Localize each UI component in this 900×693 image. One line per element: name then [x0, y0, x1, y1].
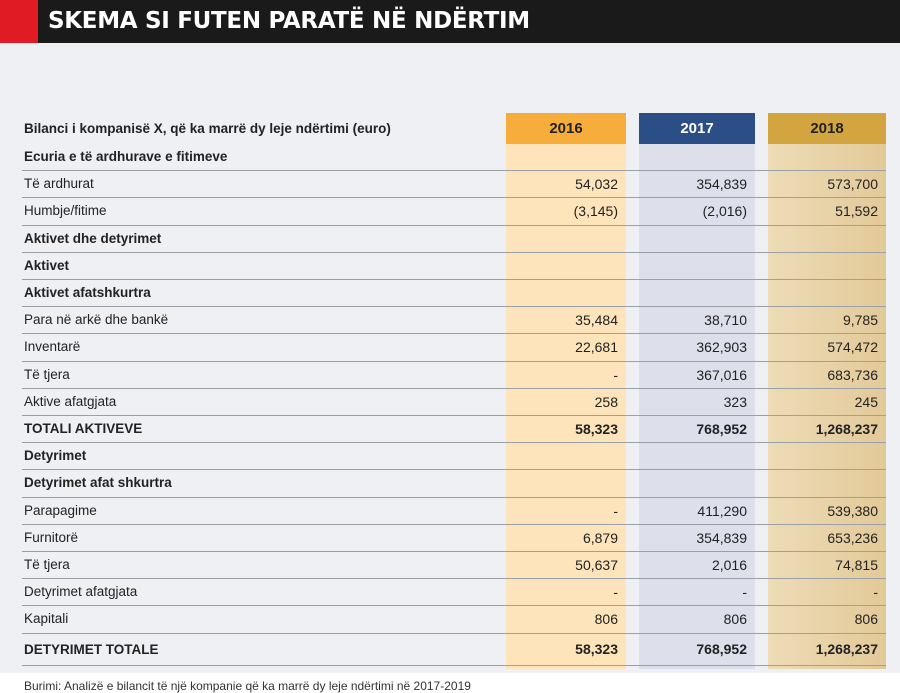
cell-2017: -	[742, 584, 747, 601]
cell-2018: 245	[854, 393, 878, 410]
column-band-2016	[506, 113, 626, 669]
table-row: Parapagime - 411,290 539,380	[22, 498, 886, 525]
table-row: Ecuria e të ardhurave e fitimeve	[22, 144, 886, 172]
row-label: DETYRIMET TOTALE	[24, 641, 159, 657]
table-row: TOTALI AKTIVEVE 58,323 768,952 1,268,237	[22, 416, 886, 444]
cell-2017: 2,016	[711, 557, 747, 573]
row-label: Aktive afatgjata	[24, 393, 117, 409]
cell-2016: 6,879	[582, 529, 618, 546]
table-row: Kapitali 806 806 806	[22, 606, 886, 634]
table-caption: Bilanci i kompanisë X, që ka marrë dy le…	[24, 121, 391, 136]
row-label: Ecuria e të ardhurave e fitimeve	[24, 149, 228, 164]
cell-2017: 806	[723, 611, 747, 628]
cell-2016: 806	[594, 611, 618, 628]
table-row: Humbje/fitime (3,145) (2,016) 51,592	[22, 198, 886, 226]
cell-2016: 58,323	[575, 421, 618, 437]
table-panel: Bilanci i kompanisë X, që ka marrë dy le…	[0, 43, 900, 693]
cell-2018: 1,268,237	[815, 640, 878, 657]
cell-2016: 58,323	[575, 640, 618, 657]
cell-2017: 768,952	[696, 640, 747, 657]
column-band-2018	[768, 113, 886, 669]
row-label: Aktivet	[24, 257, 70, 273]
cell-2017: 354,839	[696, 176, 747, 193]
cell-2018: -	[873, 584, 878, 601]
column-header-2016: 2016	[506, 113, 626, 144]
row-label: Të ardhurat	[24, 176, 94, 192]
cell-2018: 1,268,237	[815, 421, 878, 437]
cell-2017: (2,016)	[702, 203, 747, 220]
accent-block	[0, 0, 38, 43]
cell-2017: 768,952	[696, 421, 747, 437]
table-row: Furnitorë 6,879 354,839 653,236	[22, 525, 886, 552]
cell-2016: 258	[594, 393, 618, 410]
cell-2018: 51,592	[835, 203, 878, 220]
row-label: Humbje/fitime	[24, 203, 107, 219]
row-label: Furnitorë	[24, 529, 79, 545]
table-row: Aktive afatgjata 258 323 245	[22, 389, 886, 416]
cell-2016: 35,484	[575, 312, 618, 329]
table-row: Aktivet afatshkurtra	[22, 280, 886, 308]
cell-2016: -	[613, 366, 618, 383]
column-header-2017: 2017	[639, 113, 755, 144]
row-label: Aktivet afatshkurtra	[24, 285, 151, 300]
cell-2016: 50,637	[575, 557, 618, 573]
table-row: Të ardhurat 54,032 354,839 573,700	[22, 171, 886, 199]
cell-2017: 411,290	[697, 502, 747, 519]
source-note: Burimi: Analizë e bilancit të një kompan…	[24, 679, 471, 693]
header-bar: SKEMA SI FUTEN PARATË NË NDËRTIM	[0, 0, 900, 43]
cell-2017: 323	[723, 393, 747, 410]
cell-2017: 354,839	[696, 529, 747, 546]
cell-2018: 573,700	[827, 176, 878, 193]
row-label: Para në arkë dhe bankë	[24, 312, 169, 328]
table-row: Inventarë 22,681 362,903 574,472	[22, 334, 886, 362]
cell-2018: 574,472	[827, 339, 878, 356]
row-label: Të tjera	[24, 366, 70, 382]
row-label: Të tjera	[24, 557, 70, 572]
row-label: Parapagime	[24, 502, 97, 518]
row-label: Detyrimet afat shkurtra	[24, 475, 172, 491]
table-row: Detyrimet afat shkurtra	[22, 470, 886, 498]
cell-2016: (3,145)	[573, 203, 618, 220]
cell-2016: -	[613, 584, 618, 601]
cell-2016: -	[613, 502, 618, 519]
cell-2018: 653,236	[827, 529, 878, 546]
cell-2016: 22,681	[575, 339, 618, 356]
table-row: DETYRIMET TOTALE 58,323 768,952 1,268,237	[22, 634, 886, 666]
row-label: Aktivet dhe detyrimet	[24, 230, 162, 246]
cell-2016: 54,032	[575, 176, 618, 193]
cell-2018: 9,785	[842, 312, 878, 329]
table-row: Të tjera - 367,016 683,736	[22, 362, 886, 389]
column-header-2018: 2018	[768, 113, 886, 144]
cell-2018: 74,815	[835, 557, 878, 573]
cell-2018: 683,736	[827, 366, 878, 383]
cell-2017: 38,710	[704, 312, 747, 329]
row-label: Kapitali	[24, 611, 69, 627]
table-row: Detyrimet	[22, 443, 886, 471]
cell-2017: 367,016	[696, 366, 747, 383]
table-row: Para në arkë dhe bankë 35,484 38,710 9,785	[22, 307, 886, 335]
page-title: SKEMA SI FUTEN PARATË NË NDËRTIM	[48, 8, 530, 34]
column-band-2017	[639, 113, 755, 669]
row-label: Inventarë	[24, 339, 81, 355]
table-row: Detyrimet afatgjata - - -	[22, 579, 886, 607]
table-row: Të tjera 50,637 2,016 74,815	[22, 552, 886, 580]
row-label: TOTALI AKTIVEVE	[24, 421, 143, 436]
row-label: Detyrimet afatgjata	[24, 584, 138, 600]
row-label: Detyrimet	[24, 448, 87, 464]
table-row: Aktivet dhe detyrimet	[22, 226, 886, 253]
cell-2018: 806	[854, 611, 878, 628]
cell-2017: 362,903	[696, 339, 747, 356]
cell-2018: 539,380	[827, 502, 878, 519]
table-row: Aktivet	[22, 253, 886, 280]
